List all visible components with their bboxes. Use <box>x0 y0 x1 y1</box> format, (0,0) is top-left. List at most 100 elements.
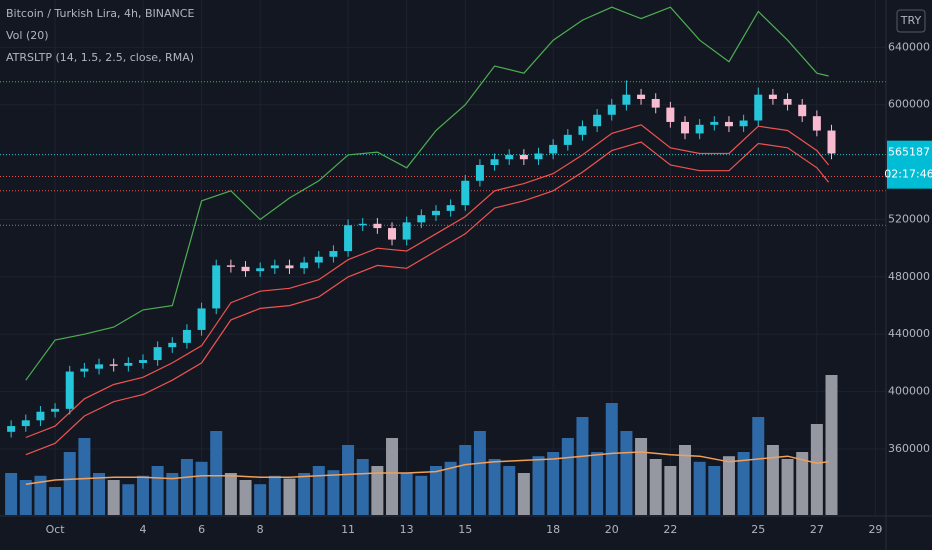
currency[interactable]: TRY <box>900 14 922 27</box>
volume-bar <box>49 487 62 515</box>
volume-bar <box>664 466 677 515</box>
volume-bar <box>766 445 779 515</box>
volume-bar <box>503 466 516 515</box>
volume-bar <box>19 480 32 515</box>
candle-body <box>153 347 162 361</box>
candle-body <box>402 222 411 240</box>
x-tick-label: 25 <box>751 523 765 536</box>
volume-bar <box>722 456 735 515</box>
candle-body <box>344 225 353 252</box>
y-tick-label: 400000 <box>888 385 930 398</box>
candle-body <box>329 251 338 257</box>
volume-bar <box>386 438 399 515</box>
candle-body <box>812 116 821 131</box>
candle-body <box>95 364 104 369</box>
candle-body <box>358 223 367 226</box>
candle-body <box>622 94 631 105</box>
candle-body <box>637 94 646 99</box>
candle-body <box>168 342 177 348</box>
y-tick-label: 600000 <box>888 98 930 111</box>
x-tick-label: 6 <box>198 523 205 536</box>
candle-body <box>768 94 777 99</box>
indicator-label: ATRSLTP (14, 1.5, 2.5, close, RMA) <box>6 51 194 64</box>
candle-body <box>431 210 440 216</box>
volume-bar <box>136 475 149 515</box>
volume-ma-line <box>25 451 829 485</box>
volume-bar <box>415 475 428 515</box>
volume-bar <box>93 473 106 515</box>
candle-body <box>461 180 470 206</box>
candle-body <box>212 265 221 309</box>
y-tick-label: 360000 <box>888 442 930 455</box>
volume-bar <box>239 480 252 515</box>
candle-body <box>270 265 279 269</box>
volume-bar <box>210 431 223 515</box>
volume-bar <box>473 431 486 515</box>
volume-bar <box>752 417 765 515</box>
candle-body <box>138 360 147 363</box>
volume-bar <box>63 452 76 515</box>
volume-bar <box>532 456 545 515</box>
x-tick-label: 27 <box>810 523 824 536</box>
candle-body <box>534 153 543 160</box>
candle-body <box>314 256 323 263</box>
candle-body <box>300 262 309 269</box>
volume-bar <box>693 461 706 515</box>
x-tick-label: 15 <box>458 523 472 536</box>
volume-bar <box>180 459 193 515</box>
chart-title: Bitcoin / Turkish Lira, 4h, BINANCE <box>6 7 194 20</box>
indicator-line <box>25 124 830 439</box>
volume-bar <box>825 375 838 515</box>
candle-body <box>197 308 206 330</box>
volume-bar <box>151 466 164 515</box>
y-tick-label: 640000 <box>888 40 930 53</box>
candle-body <box>549 144 558 154</box>
volume-bar <box>679 445 692 515</box>
candle-body <box>681 121 690 134</box>
volume-bar <box>737 452 750 515</box>
candle-body <box>80 368 89 372</box>
candle-body <box>241 266 250 272</box>
candle-body <box>51 408 60 412</box>
candle-body <box>710 121 719 125</box>
candle-body <box>666 107 675 122</box>
indicator-line <box>25 141 830 456</box>
x-tick-label: 13 <box>400 523 414 536</box>
volume-bar <box>796 452 809 515</box>
volume-bar <box>591 452 604 515</box>
y-tick-label: 520000 <box>888 212 930 225</box>
volume-bar <box>283 478 296 515</box>
candle-body <box>7 426 16 432</box>
volume-bar <box>444 461 457 515</box>
volume-bar <box>224 473 237 515</box>
candle-body <box>593 114 602 127</box>
candle-body <box>182 329 191 343</box>
candle-body <box>827 130 836 154</box>
volume-bar <box>810 424 823 515</box>
candle-body <box>783 98 792 105</box>
y-tick-label: 480000 <box>888 270 930 283</box>
x-tick-label: 11 <box>341 523 355 536</box>
volume-bar <box>342 445 355 515</box>
volume-bar <box>547 452 560 515</box>
volume-bar <box>429 466 442 515</box>
x-tick-label: 22 <box>663 523 677 536</box>
last-price-box <box>887 140 932 189</box>
candle-body <box>754 94 763 121</box>
volume-bar <box>576 417 589 515</box>
candle-body <box>446 205 455 211</box>
y-tick-label: 440000 <box>888 327 930 340</box>
x-tick-label: 18 <box>546 523 560 536</box>
candle-body <box>578 126 587 135</box>
volume-bar <box>5 473 18 515</box>
candle-body <box>651 98 660 108</box>
volume-bar <box>459 445 472 515</box>
x-tick-label: 20 <box>605 523 619 536</box>
x-tick-label: 29 <box>868 523 882 536</box>
indicator-line <box>25 6 829 381</box>
candle-body <box>256 268 265 272</box>
currency-box[interactable] <box>896 9 926 33</box>
last-price-label: 565187 <box>888 146 930 159</box>
volume-bar <box>635 438 648 515</box>
volume-bar <box>561 438 574 515</box>
